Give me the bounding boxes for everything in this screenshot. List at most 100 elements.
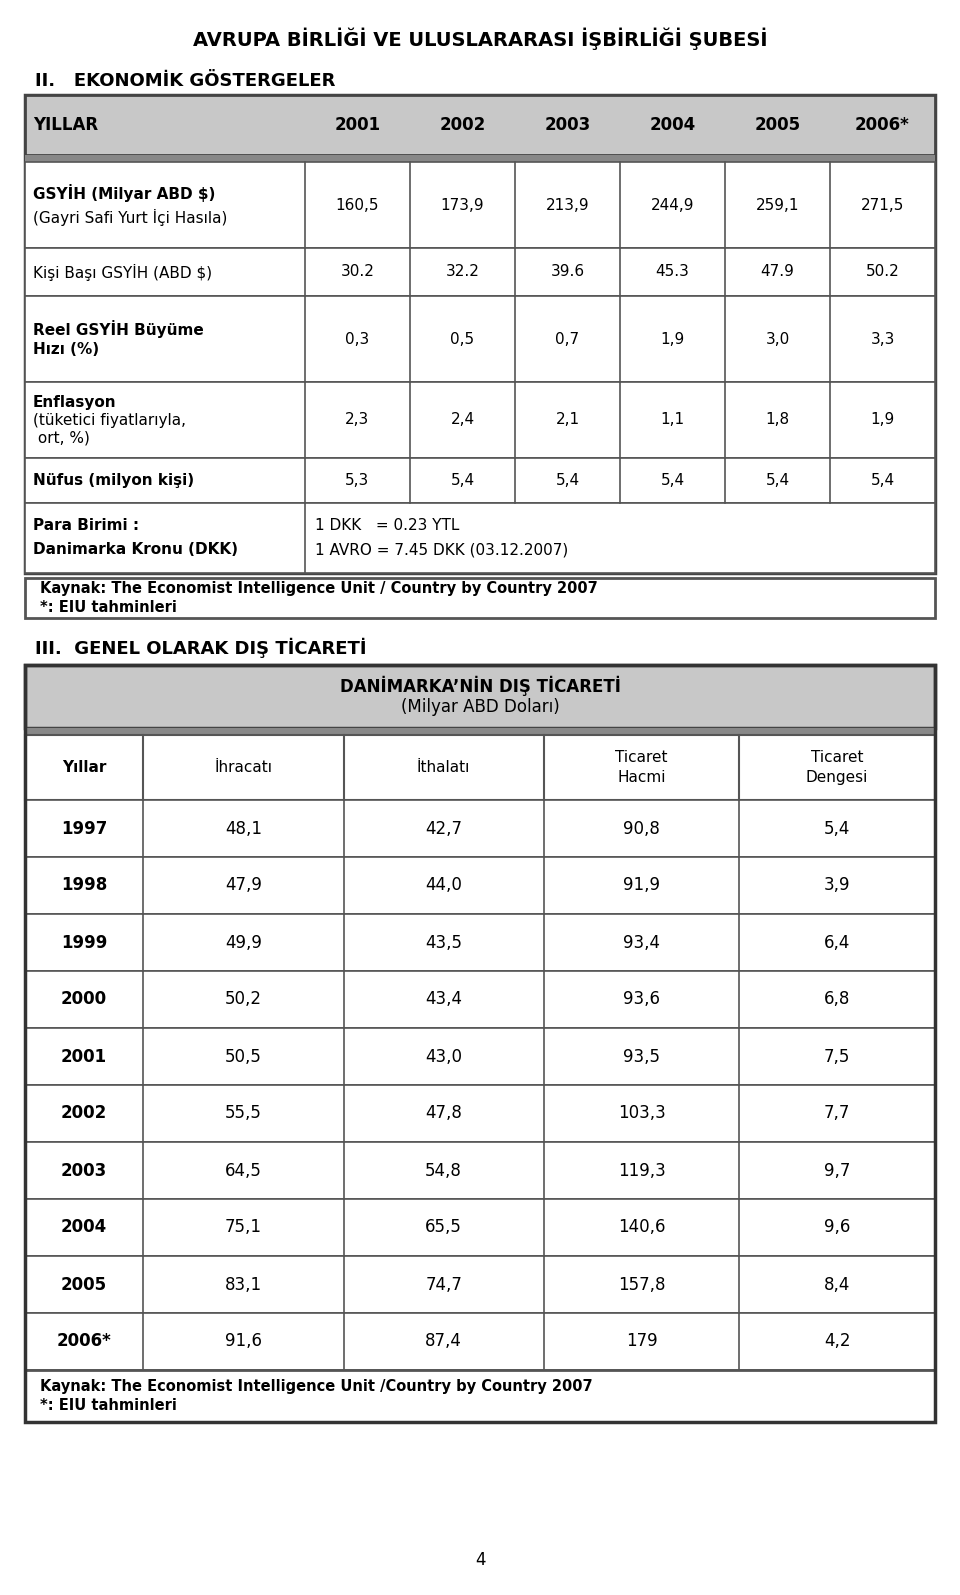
- Text: 2,3: 2,3: [346, 413, 370, 427]
- Text: II.   EKONOMİK GÖSTERGELER: II. EKONOMİK GÖSTERGELER: [35, 72, 335, 89]
- Text: 271,5: 271,5: [861, 198, 904, 212]
- Text: 1,9: 1,9: [871, 413, 895, 427]
- Bar: [25, 727, 935, 735]
- Bar: [25, 1029, 935, 1085]
- Text: 87,4: 87,4: [425, 1332, 462, 1351]
- Text: 8,4: 8,4: [824, 1276, 851, 1294]
- Text: *: EIU tahminleri: *: EIU tahminleri: [40, 600, 177, 616]
- Text: 2,1: 2,1: [556, 413, 580, 427]
- Text: 47,8: 47,8: [425, 1104, 462, 1123]
- Text: 50.2: 50.2: [866, 265, 900, 279]
- Bar: [25, 577, 935, 617]
- Text: 43,5: 43,5: [425, 933, 462, 952]
- Text: 55,5: 55,5: [225, 1104, 262, 1123]
- Bar: [25, 247, 935, 297]
- Text: 9,7: 9,7: [824, 1161, 851, 1179]
- Text: 5,4: 5,4: [824, 820, 851, 837]
- Text: GSYİH (Milyar ABD $): GSYİH (Milyar ABD $): [33, 183, 215, 203]
- Text: 2005: 2005: [755, 116, 801, 134]
- Text: 1997: 1997: [61, 820, 108, 837]
- Text: 50,5: 50,5: [225, 1048, 262, 1065]
- Text: 2006*: 2006*: [57, 1332, 111, 1351]
- Text: *: EIU tahminleri: *: EIU tahminleri: [40, 1399, 177, 1413]
- Text: 30.2: 30.2: [341, 265, 374, 279]
- Bar: [25, 1255, 935, 1313]
- Text: 2004: 2004: [61, 1219, 108, 1236]
- Text: 93,5: 93,5: [623, 1048, 660, 1065]
- Text: İhracatı: İhracatı: [214, 759, 273, 775]
- Bar: [25, 1313, 935, 1370]
- Text: 5,4: 5,4: [556, 474, 580, 488]
- Text: 2003: 2003: [61, 1161, 108, 1179]
- Text: YILLAR: YILLAR: [33, 116, 98, 134]
- Text: 103,3: 103,3: [617, 1104, 665, 1123]
- Bar: [25, 1085, 935, 1142]
- Text: Hızı (%): Hızı (%): [33, 341, 99, 357]
- Text: 6,4: 6,4: [824, 933, 851, 952]
- Text: (Milyar ABD Doları): (Milyar ABD Doları): [400, 699, 560, 716]
- Text: 119,3: 119,3: [617, 1161, 665, 1179]
- Text: 7,5: 7,5: [824, 1048, 851, 1065]
- Bar: [25, 1370, 935, 1423]
- Text: 2001: 2001: [334, 116, 380, 134]
- Bar: [25, 502, 935, 573]
- Text: 2002: 2002: [440, 116, 486, 134]
- Text: 0,7: 0,7: [556, 332, 580, 346]
- Text: 5,4: 5,4: [765, 474, 789, 488]
- Bar: [25, 665, 935, 1423]
- Text: 83,1: 83,1: [225, 1276, 262, 1294]
- Bar: [25, 96, 935, 573]
- Text: Reel GSYİH Büyüme: Reel GSYİH Büyüme: [33, 321, 204, 338]
- Text: (Gayri Safi Yurt İçi Hasıla): (Gayri Safi Yurt İçi Hasıla): [33, 209, 228, 225]
- Bar: [25, 163, 935, 247]
- Bar: [25, 1142, 935, 1199]
- Text: 4: 4: [475, 1550, 485, 1569]
- Text: Ticaret
Hacmi: Ticaret Hacmi: [615, 750, 668, 785]
- Text: 75,1: 75,1: [225, 1219, 262, 1236]
- Text: 213,9: 213,9: [545, 198, 589, 212]
- Bar: [25, 458, 935, 502]
- Text: 93,6: 93,6: [623, 990, 660, 1008]
- Text: ort, %): ort, %): [33, 431, 90, 445]
- Text: 2000: 2000: [61, 990, 108, 1008]
- Text: 4,2: 4,2: [824, 1332, 851, 1351]
- Text: 54,8: 54,8: [425, 1161, 462, 1179]
- Text: AVRUPA BİRLİĞİ VE ULUSLARARASI İŞBİRLİĞİ ŞUBESİ: AVRUPA BİRLİĞİ VE ULUSLARARASI İŞBİRLİĞİ…: [193, 29, 767, 51]
- Text: 1998: 1998: [61, 877, 108, 895]
- Text: Yıllar: Yıllar: [62, 759, 107, 775]
- Text: 1,9: 1,9: [660, 332, 684, 346]
- Text: 93,4: 93,4: [623, 933, 660, 952]
- Text: 42,7: 42,7: [425, 820, 462, 837]
- Text: 6,8: 6,8: [824, 990, 851, 1008]
- Text: İthalatı: İthalatı: [417, 759, 470, 775]
- Text: 173,9: 173,9: [441, 198, 484, 212]
- Text: DANİMARKA’NİN DIŞ TİCARETİ: DANİMARKA’NİN DIŞ TİCARETİ: [340, 675, 620, 695]
- Text: 43,4: 43,4: [425, 990, 462, 1008]
- Text: 1,8: 1,8: [765, 413, 789, 427]
- Bar: [25, 155, 935, 163]
- Text: 259,1: 259,1: [756, 198, 800, 212]
- Text: Kaynak: The Economist Intelligence Unit /Country by Country 2007: Kaynak: The Economist Intelligence Unit …: [40, 1378, 592, 1394]
- Text: 47.9: 47.9: [760, 265, 795, 279]
- Text: 179: 179: [626, 1332, 658, 1351]
- Text: 244,9: 244,9: [651, 198, 694, 212]
- Text: Kaynak: The Economist Intelligence Unit / Country by Country 2007: Kaynak: The Economist Intelligence Unit …: [40, 581, 598, 595]
- Text: 3,0: 3,0: [765, 332, 790, 346]
- Bar: [25, 735, 935, 801]
- Text: 44,0: 44,0: [425, 877, 462, 895]
- Text: 47,9: 47,9: [225, 877, 262, 895]
- Text: Enflasyon: Enflasyon: [33, 394, 116, 410]
- Text: 2,4: 2,4: [450, 413, 474, 427]
- Text: 2006*: 2006*: [855, 116, 910, 134]
- Text: 43,0: 43,0: [425, 1048, 462, 1065]
- Text: Ticaret
Dengesi: Ticaret Dengesi: [806, 750, 869, 785]
- Bar: [25, 914, 935, 971]
- Bar: [25, 381, 935, 458]
- Text: 90,8: 90,8: [623, 820, 660, 837]
- Text: 9,6: 9,6: [824, 1219, 851, 1236]
- Text: 5,4: 5,4: [871, 474, 895, 488]
- Text: 0,3: 0,3: [346, 332, 370, 346]
- Bar: [25, 971, 935, 1029]
- Text: 5,4: 5,4: [450, 474, 474, 488]
- Text: 91,9: 91,9: [623, 877, 660, 895]
